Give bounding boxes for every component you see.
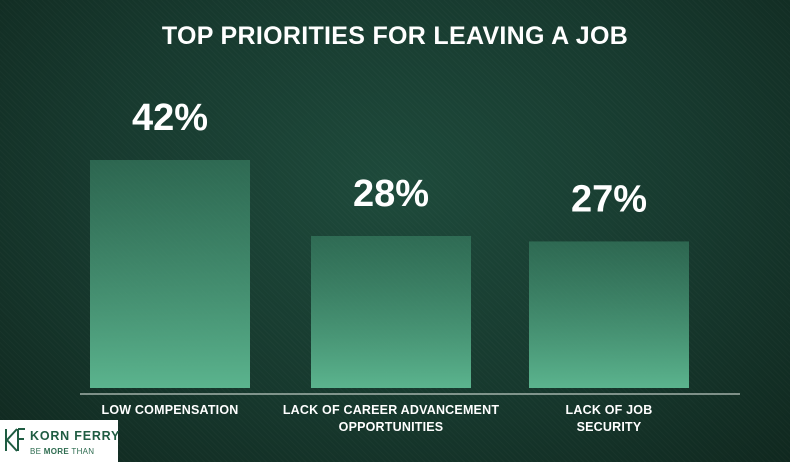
value-label-1: 42% [132, 97, 208, 139]
category-label-2-line-1: LACK OF CAREER ADVANCEMENT [283, 403, 499, 417]
chart-title: TOP PRIORITIES FOR LEAVING A JOB [161, 22, 629, 50]
kf-logo-mark-icon [5, 428, 25, 452]
brand-tagline: BE MORE THAN [30, 447, 95, 456]
category-label-3-line-1: LACK OF JOB [566, 403, 653, 417]
brand-name: KORN FERRY [30, 429, 121, 443]
value-label-2: 28% [353, 173, 429, 215]
category-label-2-line-2: OPPORTUNITIES [339, 420, 444, 434]
korn-ferry-logo: KORN FERRY BE MORE THAN [0, 420, 121, 462]
bar-2 [311, 236, 471, 388]
category-label-1-line-1: LOW COMPENSATION [102, 403, 239, 417]
bar-1 [90, 160, 250, 388]
bar-3 [529, 241, 689, 388]
category-label-3-line-2: SECURITY [577, 420, 642, 434]
value-label-3: 27% [571, 178, 647, 220]
